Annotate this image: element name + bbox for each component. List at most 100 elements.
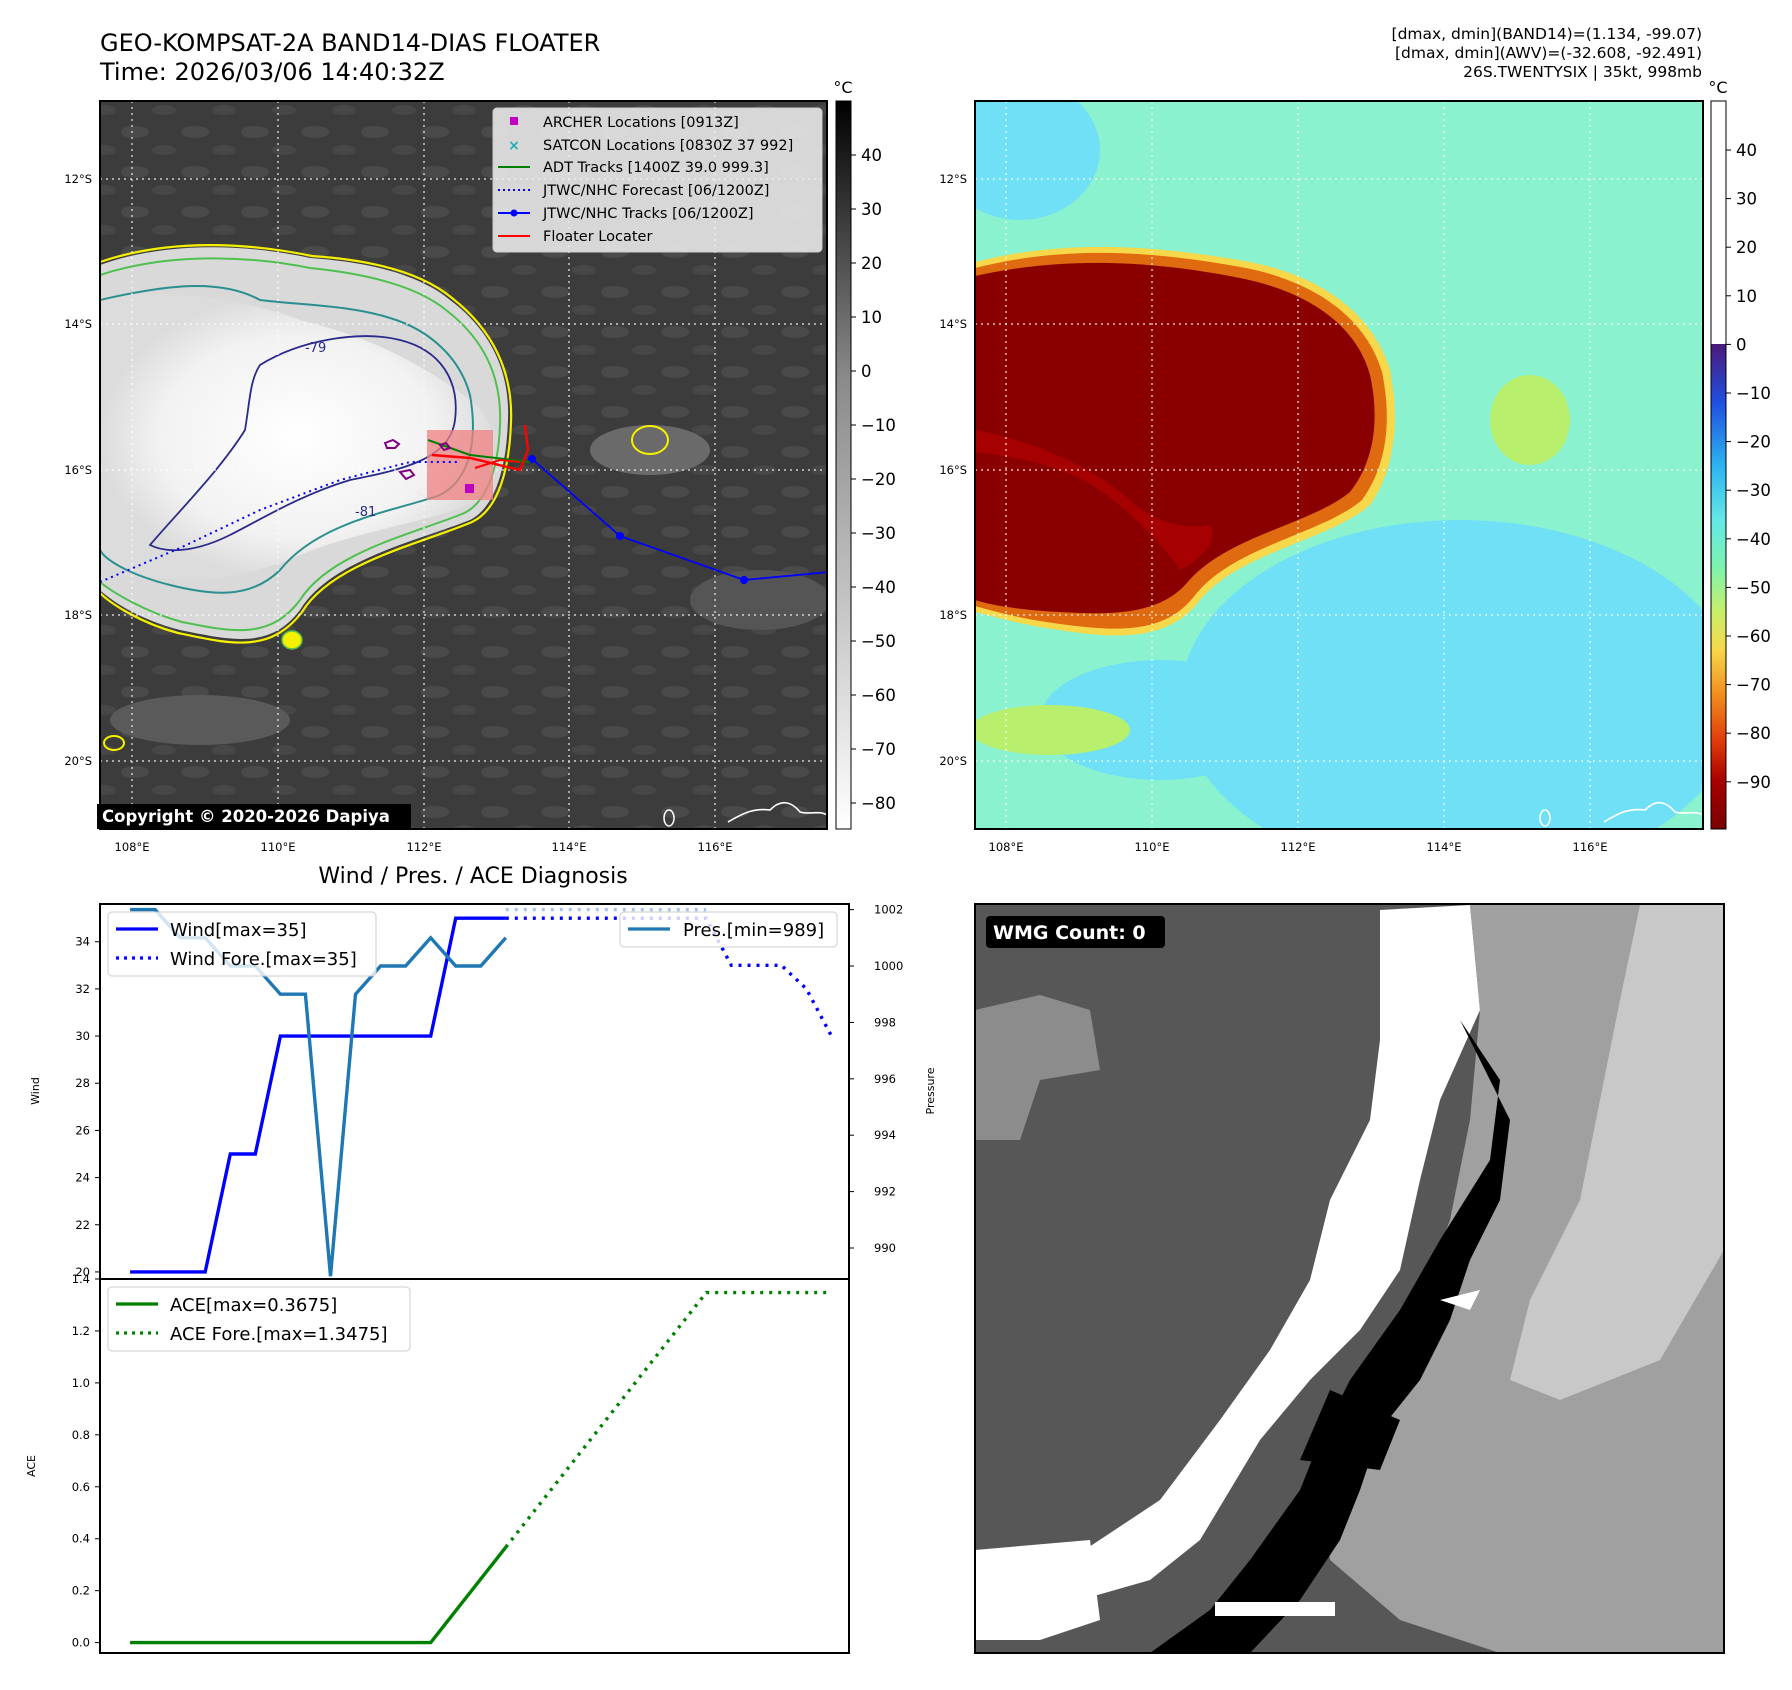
wmg-panel: WMG Count: 0: [974, 903, 1725, 1654]
lon-label: 108°E: [115, 840, 150, 854]
wind-legend-box: [107, 911, 377, 977]
pressure-tick-label: 990: [874, 1241, 896, 1255]
colorbar-tick-label: 30: [861, 200, 882, 219]
pressure-tick-label: 996: [874, 1072, 896, 1086]
colorbar-tick-label: −10: [861, 416, 896, 435]
colorbar-tick-label: 0: [861, 362, 872, 381]
colorbar-tick-label: −60: [861, 686, 896, 705]
wind-tick-label: 20: [75, 1265, 90, 1279]
wmg-count: WMG Count: 0: [993, 922, 1146, 944]
lon-label: 110°E: [1135, 840, 1170, 854]
lon-label: 112°E: [1281, 840, 1316, 854]
colorbar-tick-label: −80: [1736, 724, 1771, 743]
colorbar-tick-label: −80: [861, 794, 896, 813]
ir-colorbar-unit: °C: [833, 78, 852, 97]
colorbar-tick-label: −20: [1736, 433, 1771, 452]
info-line2: [dmax, dmin](AWV)=(-32.608, -92.491): [1395, 44, 1702, 62]
awv-colorbar: [1711, 344, 1726, 829]
track-legend-label: JTWC/NHC Tracks [06/1200Z]: [542, 206, 754, 222]
wind-tick-label: 28: [75, 1076, 90, 1090]
colorbar-tick-label: −60: [1736, 627, 1771, 646]
floater-legend-label: Floater Locater: [543, 229, 652, 245]
lat-label: 12°S: [939, 172, 967, 186]
awv-lat-labels: 12°S 14°S 16°S 18°S 20°S: [939, 172, 967, 768]
best-track-line: [531, 458, 827, 581]
contour-label-81: -81: [355, 505, 376, 520]
awv-imagery: [975, 101, 1703, 829]
contour-label-79: -79: [305, 341, 326, 356]
satcon-legend-label: SATCON Locations [0830Z 37 992]: [543, 138, 793, 154]
ace-legend-label: ACE[max=0.3675]: [170, 1295, 337, 1316]
contour-navy: [148, 335, 457, 552]
archer-marker: [465, 484, 474, 493]
copyright-text: Copyright © 2020-2026 Dapiya: [102, 807, 390, 826]
ace-series: [130, 1290, 832, 1645]
wind-tick-label: 26: [75, 1123, 90, 1137]
wmg-imagery: [975, 904, 1724, 1653]
best-track-point: [740, 576, 748, 584]
colorbar-tick-label: −30: [1736, 481, 1771, 500]
colorbar-tick-label: 0: [1736, 335, 1747, 354]
lon-label: 116°E: [1573, 840, 1608, 854]
colorbar-tick-label: −90: [1736, 773, 1771, 792]
colorbar-tick-label: 10: [861, 308, 882, 327]
ir-lon-labels: 108°E 110°E 112°E 114°E 116°E: [115, 840, 733, 854]
coastline: [727, 801, 827, 823]
floater-locater-line: [474, 458, 521, 469]
lon-label: 114°E: [552, 840, 587, 854]
best-track-point: [616, 532, 624, 540]
ir-map-panel: -79 -81: [64, 78, 896, 854]
satcon-legend-icon: ×: [508, 138, 520, 154]
awv-colorbar-white: [1711, 101, 1726, 344]
colorbar-tick-label: 20: [861, 254, 882, 273]
ace-legend-box: [107, 1286, 411, 1352]
lat-label: 18°S: [939, 608, 967, 622]
wind-tick-label: 34: [75, 935, 90, 949]
wmg-badge: [986, 916, 1165, 948]
colorbar-tick-label: −30: [861, 524, 896, 543]
colorbar-tick-label: −50: [861, 632, 896, 651]
pressure-tick-label: 1000: [874, 959, 903, 973]
wind-tick-label: 24: [75, 1171, 90, 1185]
pressure-axis-label: Pressure: [924, 1067, 937, 1114]
awv-colorbar-unit: °C: [1708, 78, 1727, 97]
ir-colorbar-ticks: 40 30 20 10 0 −10 −20 −30 −40 −50 −60 −70 −80: [851, 146, 896, 813]
colorbar-tick-label: −50: [1736, 578, 1771, 597]
awv-grid: [975, 101, 1703, 829]
lat-label: 20°S: [64, 754, 92, 768]
pres-legend-label: Pres.[min=989]: [683, 920, 824, 941]
ace-tick-label: 1.2: [72, 1324, 90, 1338]
awv-coastline: [1603, 801, 1703, 823]
series-wind-max-35: [130, 916, 506, 1274]
pres-legend-box: [619, 911, 838, 948]
forecast-track-line: [100, 461, 460, 583]
legend-box: [492, 107, 823, 253]
ace-fore-legend-label: ACE Fore.[max=1.3475]: [170, 1324, 388, 1345]
archer-legend-label: ARCHER Locations [0913Z]: [543, 115, 739, 131]
colorbar-tick-label: 30: [1736, 190, 1757, 209]
ace-axis-label: ACE: [25, 1455, 38, 1477]
contour-yellow: [100, 244, 513, 644]
lon-label: 108°E: [989, 840, 1024, 854]
info-line3: 26S.TWENTYSIX | 35kt, 998mb: [1463, 63, 1702, 81]
colorbar-tick-label: −20: [861, 470, 896, 489]
cloud-blob-east: [631, 425, 669, 455]
pressure-tick-label: 992: [874, 1185, 896, 1199]
pressure-yticks: 990 992 994 996 998 1000 1002: [849, 903, 903, 1255]
pressure-tick-label: 998: [874, 1015, 896, 1029]
lon-label: 114°E: [1427, 840, 1462, 854]
ace-tick-label: 1.0: [72, 1376, 90, 1390]
wind-legend-label: Wind[max=35]: [170, 920, 307, 941]
ir-lat-labels: 12°S 14°S 16°S 18°S 20°S: [64, 172, 92, 768]
map-legend: ARCHER Locations [0913Z] × SATCON Locati…: [492, 107, 823, 253]
lat-label: 20°S: [939, 754, 967, 768]
ace-tick-label: 0.2: [72, 1584, 90, 1598]
colorbar-tick-label: −10: [1736, 384, 1771, 403]
lat-label: 16°S: [939, 463, 967, 477]
cloud-blob-southwest: [103, 735, 125, 751]
lon-label: 110°E: [261, 840, 296, 854]
ace-tick-label: 0.0: [72, 1636, 90, 1650]
pressure-tick-label: 1002: [874, 903, 903, 917]
floater-locater-line: [431, 424, 530, 472]
